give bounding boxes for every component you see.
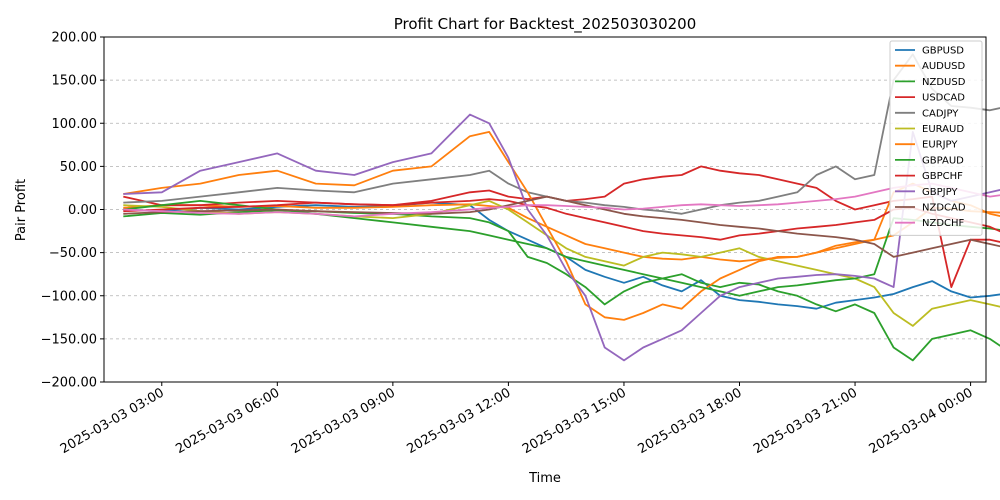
series-line-euraud [123, 199, 1000, 327]
legend-label: GBPUSD [922, 46, 964, 57]
legend-label: CADJPY [922, 108, 959, 119]
legend-label: NZDCHF [922, 218, 965, 229]
y-tick-label: 200.00 [52, 31, 98, 46]
legend-label: GBPJPY [922, 187, 958, 198]
y-tick-label: −150.00 [41, 332, 97, 347]
chart-title: Profit Chart for Backtest_202503030200 [394, 15, 697, 34]
legend: GBPUSD AUDUSD NZDUSD USDCAD CADJPY EURAUD EURJ… [889, 40, 983, 236]
y-tick-label: −50.00 [49, 246, 97, 261]
legend-label: NZDUSD [922, 77, 966, 88]
y-axis: −200.00 −150.00 −100.00 −50.00 0.00 50.00 100.… [41, 31, 104, 391]
legend-label: AUDUSD [922, 61, 966, 72]
y-tick-label: 100.00 [52, 117, 98, 132]
legend-label: GBPCHF [922, 171, 963, 182]
series-line-nzdcad [123, 195, 1000, 258]
legend-label: NZDCAD [922, 203, 966, 214]
legend-box [889, 40, 983, 236]
y-tick-label: 50.00 [60, 160, 97, 175]
y-axis-title: Pair Profit [14, 179, 29, 241]
legend-label: EURJPY [922, 140, 958, 151]
legend-label: GBPAUD [922, 155, 964, 166]
legend-label: USDCAD [922, 93, 965, 104]
y-tick-label: 150.00 [52, 74, 98, 89]
y-tick-label: −200.00 [41, 376, 97, 391]
x-axis-title: Time [528, 471, 561, 486]
legend-label: EURAUD [922, 124, 964, 135]
y-tick-label: 0.00 [68, 203, 97, 218]
y-tick-label: −100.00 [41, 289, 97, 304]
